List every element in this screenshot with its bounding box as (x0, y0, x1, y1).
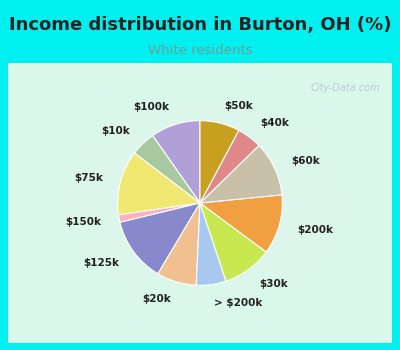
Text: $125k: $125k (83, 258, 119, 268)
Text: $60k: $60k (291, 155, 320, 166)
Text: $20k: $20k (142, 294, 171, 304)
Text: $10k: $10k (102, 126, 130, 135)
Text: $150k: $150k (65, 217, 101, 227)
Wedge shape (153, 121, 200, 203)
Text: $100k: $100k (134, 102, 170, 112)
Text: $200k: $200k (297, 225, 333, 235)
Wedge shape (118, 203, 200, 222)
Text: > $200k: > $200k (214, 298, 262, 308)
Text: $50k: $50k (224, 100, 253, 111)
Wedge shape (158, 203, 200, 285)
Wedge shape (200, 203, 266, 281)
Wedge shape (200, 130, 259, 203)
Text: $30k: $30k (259, 279, 288, 289)
Wedge shape (200, 146, 282, 203)
Text: $75k: $75k (74, 173, 103, 183)
Wedge shape (200, 121, 239, 203)
Text: $40k: $40k (260, 118, 289, 128)
Wedge shape (200, 195, 282, 252)
Wedge shape (118, 153, 200, 215)
Text: Income distribution in Burton, OH (%): Income distribution in Burton, OH (%) (9, 16, 391, 34)
Wedge shape (134, 136, 200, 203)
Wedge shape (196, 203, 226, 285)
Text: City-Data.com: City-Data.com (311, 83, 380, 93)
Text: White residents: White residents (148, 44, 252, 57)
Wedge shape (120, 203, 200, 274)
